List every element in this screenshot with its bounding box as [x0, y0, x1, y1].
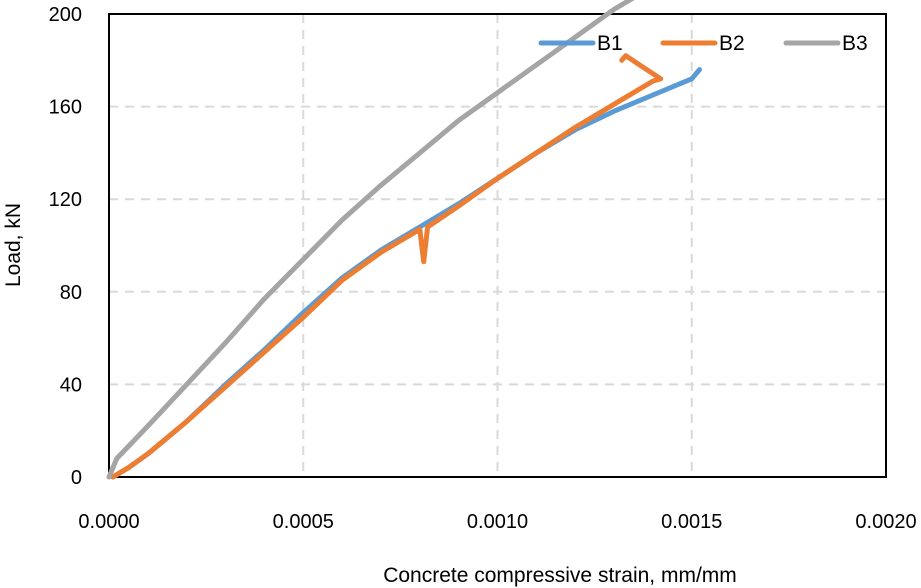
plot-area-border	[108, 13, 887, 478]
x-tick-labels: 0.0000 0.0005 0.0010 0.0015 0.0020	[78, 511, 916, 533]
x-tick-label: 0.0010	[467, 511, 528, 533]
y-tick-label: 200	[49, 4, 82, 26]
y-axis-label: Load, kN	[2, 203, 25, 287]
legend-label-b1: B1	[597, 32, 623, 55]
y-tick-label: 160	[49, 97, 82, 119]
series-line-b1	[110, 67, 702, 480]
series-line-b2	[110, 53, 664, 480]
y-tick-labels: 0 40 80 120 160 200	[49, 4, 82, 489]
x-axis-label: Concrete compressive strain, mm/mm	[383, 564, 737, 587]
series-layer	[106, 0, 702, 480]
x-tick-label: 0.0000	[78, 511, 139, 533]
y-tick-label: 120	[49, 189, 82, 211]
x-tick-label: 0.0015	[661, 511, 722, 533]
legend-label-b3: B3	[842, 32, 868, 55]
y-tick-label: 40	[60, 374, 82, 396]
y-tick-label: 0	[71, 467, 82, 489]
legend-label-b2: B2	[719, 32, 745, 55]
legend: B1 B2 B3	[538, 32, 868, 55]
x-tick-label: 0.0020	[855, 511, 916, 533]
y-tick-label: 80	[60, 282, 82, 304]
x-tick-label: 0.0005	[273, 511, 334, 533]
grid-lines	[109, 14, 886, 477]
series-line-b3	[106, 0, 635, 480]
